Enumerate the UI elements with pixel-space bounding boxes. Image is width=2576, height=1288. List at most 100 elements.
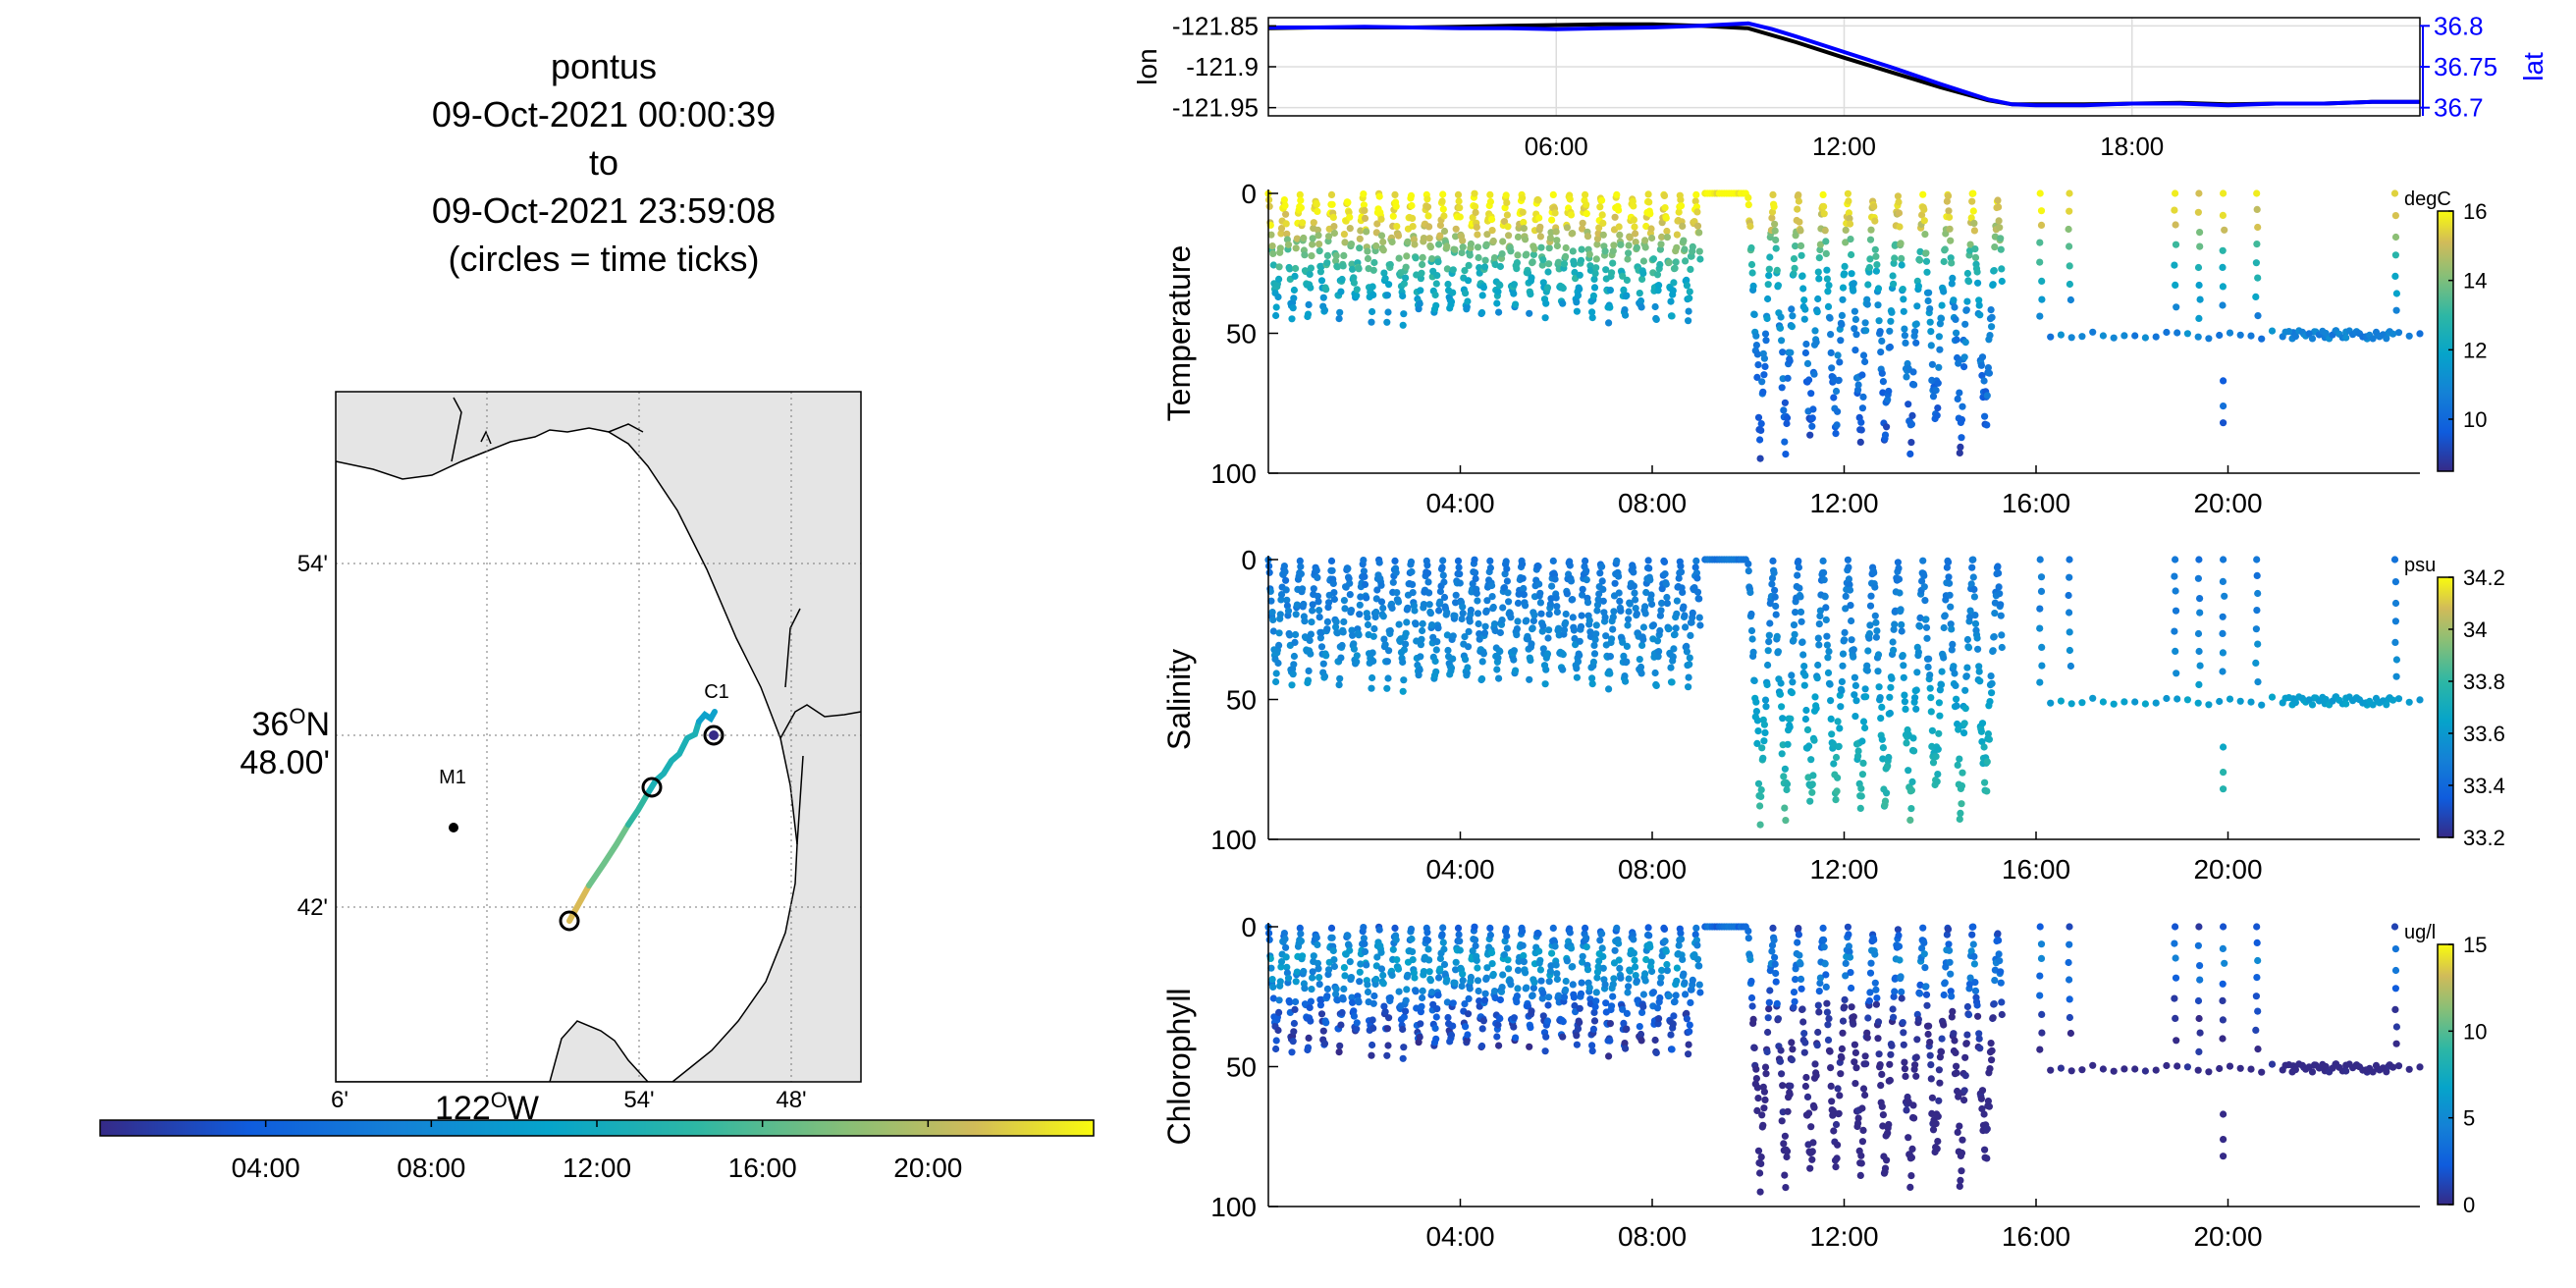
chlorophyll-data-point [1314, 959, 1321, 967]
chlorophyll-data-point [2196, 1029, 2204, 1037]
temperature-data-point [1948, 259, 1956, 267]
salinity-data-point [1290, 652, 1298, 661]
lat-center-label: 36ON 48.00' [240, 704, 330, 781]
chlorophyll-data-point [1823, 999, 1831, 1007]
salinity-data-point [1971, 612, 1979, 619]
temperature-data-point [1486, 190, 1494, 198]
chlorophyll-data-point [1693, 955, 1702, 963]
temperature-data-point [1838, 311, 1846, 319]
salinity-data-point [1940, 654, 1948, 662]
chlorophyll-data-point [1498, 984, 1506, 992]
chlorophyll-data-point [1389, 945, 1397, 953]
salinity-data-point [1344, 564, 1352, 572]
chlorophyll-colorbar [2437, 943, 2454, 1206]
salinity-data-point [1911, 694, 1919, 702]
chlorophyll-data-point [1304, 1044, 1313, 1051]
chlorophyll-data-point [2038, 1010, 2046, 1018]
salinity-data-point [1978, 737, 1986, 746]
salinity-data-point [1499, 604, 1507, 612]
temperature-data-point [1623, 276, 1631, 284]
temperature-data-point [2219, 301, 2227, 309]
salinity-data-point [1316, 634, 1324, 642]
chlorophyll-data-point [1346, 946, 1354, 954]
chlorophyll-data-point [1696, 989, 1704, 996]
salinity-data-point [1369, 657, 1377, 666]
chlorophyll-data-point [1691, 931, 1699, 939]
salinity-data-point [1639, 623, 1647, 631]
temperature-data-point [1871, 245, 1879, 253]
temperature-data-point [1854, 381, 1862, 389]
temperature-data-point [1346, 213, 1354, 221]
chlorophyll-data-point [1671, 997, 1679, 1005]
salinity-data-point [1950, 663, 1958, 671]
chlorophyll-data-point [2219, 1035, 2227, 1043]
temperature-data-point [1975, 301, 1983, 309]
temperature-data-point [1548, 216, 1556, 224]
chlorophyll-data-point [1593, 968, 1602, 976]
salinity-data-point [1850, 646, 1857, 654]
temperature-data-point [1656, 260, 1664, 269]
salinity-data-point [1478, 658, 1486, 666]
chlorophyll-data-point [1815, 1008, 1823, 1016]
temperature-xtick-label: 04:00 [1425, 488, 1494, 518]
salinity-data-point [1341, 605, 1349, 613]
salinity-data-point [1274, 659, 1282, 668]
temperature-data-point [1770, 203, 1778, 211]
temperature-data-point [1488, 215, 1496, 224]
salinity-data-point [1803, 725, 1812, 734]
salinity-data-point [1810, 736, 1818, 744]
salinity-data-point [1889, 638, 1897, 646]
salinity-data-point [1328, 566, 1336, 574]
temperature-data-point [2194, 208, 2202, 216]
temperature-data-point [2220, 419, 2227, 427]
salinity-data-point [1878, 735, 1886, 743]
chlorophyll-data-point [1969, 940, 1977, 948]
temperature-data-point [1412, 254, 1420, 262]
salinity-data-point [1797, 593, 1804, 601]
chlorophyll-data-point [1828, 1098, 1836, 1105]
chlorophyll-data-point [1763, 1047, 1771, 1056]
salinity-data-point [2416, 696, 2424, 704]
salinity-data-point [1988, 679, 1996, 687]
chlorophyll-data-point [1585, 984, 1593, 992]
salinity-data-point [1383, 684, 1391, 692]
chlorophyll-data-point [1680, 970, 1688, 978]
salinity-data-point [1323, 625, 1331, 633]
temperature-data-point [1816, 241, 1824, 248]
chlorophyll-data-point [1563, 957, 1571, 965]
chlorophyll-data-point [1996, 957, 2004, 965]
temperature-data-point [1560, 260, 1569, 268]
chlorophyll-data-point [1329, 946, 1337, 955]
salinity-data-point [1335, 681, 1343, 689]
temperature-data-point [1957, 443, 1964, 451]
temperature-data-point [1865, 263, 1873, 272]
chlorophyll-data-point [1789, 1046, 1797, 1053]
temperature-data-point [1884, 396, 1892, 403]
salinity-data-point [1372, 608, 1380, 617]
temperature-data-point [1356, 235, 1364, 242]
temperature-data-point [1606, 303, 1614, 311]
salinity-data-point [1407, 558, 1416, 566]
salinity-data-point [1454, 557, 1463, 565]
chlorophyll-data-point [1907, 1154, 1915, 1161]
chlorophyll-data-point [2037, 954, 2046, 963]
chlorophyll-data-point [1307, 1017, 1315, 1025]
temperature-data-point [1471, 189, 1478, 197]
salinity-data-point [1583, 576, 1590, 584]
temperature-data-point [1980, 377, 1988, 385]
salinity-data-point [1873, 627, 1881, 635]
chlorophyll-data-point [1440, 960, 1449, 969]
chlorophyll-data-point [2342, 1067, 2350, 1075]
chlorophyll-data-point [1663, 960, 1671, 969]
salinity-colorbar-tick-label: 33.4 [2463, 774, 2505, 798]
salinity-data-point [1432, 646, 1440, 654]
salinity-data-point [1823, 641, 1831, 649]
temperature-data-point [1863, 300, 1871, 308]
chlorophyll-data-point [1539, 990, 1547, 997]
salinity-data-point [1440, 593, 1449, 602]
chlorophyll-data-point [1519, 941, 1527, 949]
salinity-data-point [1589, 658, 1597, 667]
salinity-data-point [1938, 668, 1946, 675]
salinity-data-point [1602, 632, 1610, 640]
temperature-data-point [1765, 265, 1773, 273]
